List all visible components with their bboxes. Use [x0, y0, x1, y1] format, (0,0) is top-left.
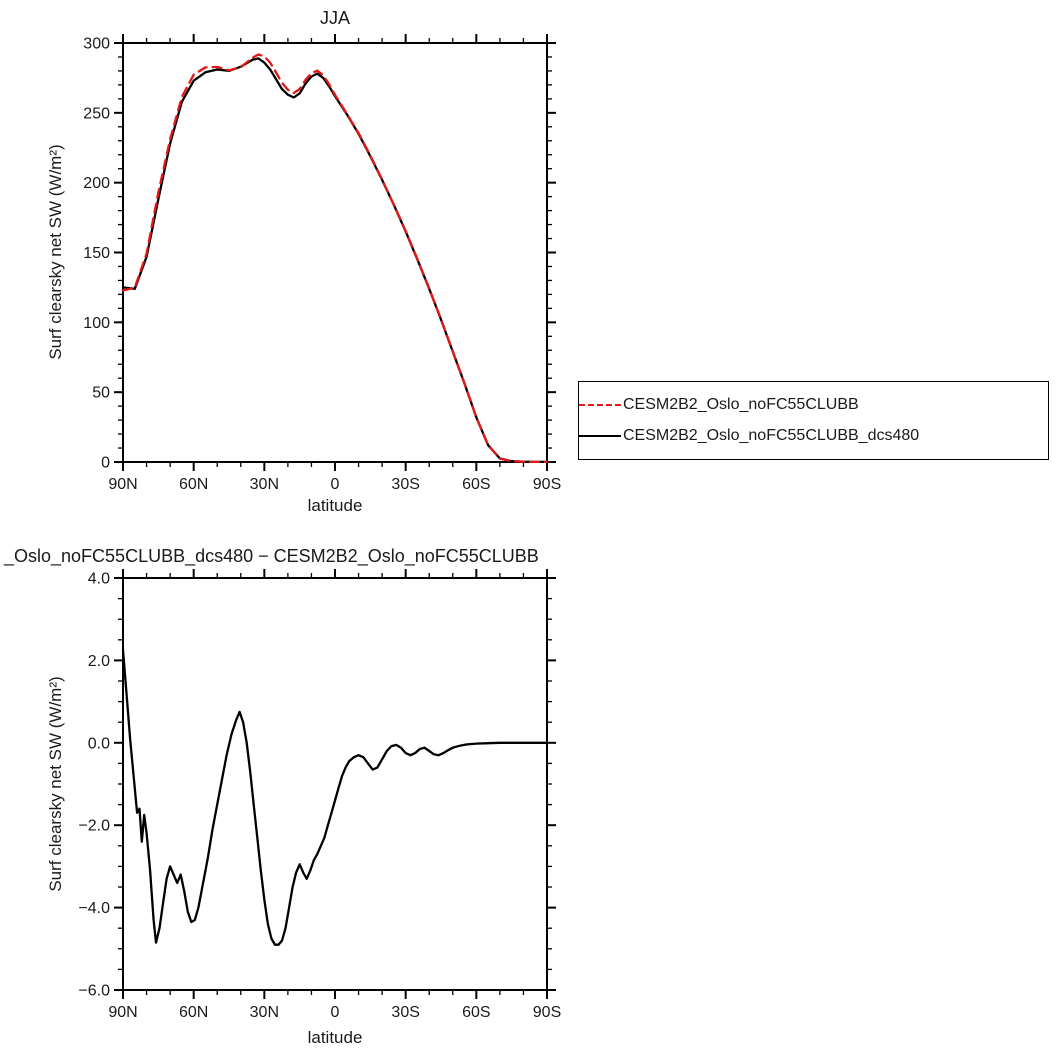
x-tick-label: 30N	[250, 476, 279, 493]
x-tick-label: 90S	[533, 476, 561, 493]
y-tick-label: 100	[83, 315, 110, 332]
bottom-y-axis-label: Surf clearsky net SW (W/m²)	[46, 676, 65, 892]
x-tick-label: 60N	[179, 476, 208, 493]
y-tick-label: −4.0	[78, 900, 110, 917]
x-tick-label: 0	[331, 476, 340, 493]
y-tick-label: 300	[83, 36, 110, 53]
y-tick-label: 2.0	[88, 653, 110, 670]
y-tick-label: 4.0	[88, 571, 110, 588]
x-tick-label: 90N	[108, 1004, 137, 1021]
x-tick-label: 60S	[462, 1004, 490, 1021]
x-tick-label: 60S	[462, 476, 490, 493]
legend-entry-red: CESM2B2_Oslo_noFC55CLUBB	[579, 396, 1048, 414]
legend-label-black: CESM2B2_Oslo_noFC55CLUBB_dcs480	[623, 427, 920, 445]
y-tick-label: 250	[83, 105, 110, 122]
top-chart-plot: 90N 60N 30N 0 30S 60S 90S 0 50 100 150 200 250 300	[83, 34, 561, 493]
top-chart-title: JJA	[319, 8, 350, 28]
top-y-axis-label: Surf clearsky net SW (W/m²)	[46, 144, 65, 360]
x-tick-label: 30S	[391, 476, 419, 493]
bottom-chart-title: _Oslo_noFC55CLUBB_dcs480 − CESM2B2_Oslo_…	[4, 546, 539, 566]
series-line	[121, 53, 549, 464]
series-line	[121, 648, 549, 946]
y-tick-label: 0.0	[88, 735, 110, 752]
plot-frame	[122, 577, 548, 991]
bottom-chart-plot: 90N 60N 30N 0 30S 60S 90S −6.0 −4.0 −2.0 0.0 2.0 4.0	[78, 569, 561, 1021]
legend-label-red: CESM2B2_Oslo_noFC55CLUBB	[623, 395, 859, 413]
legend-box: CESM2B2_Oslo_noFC55CLUBB CESM2B2_Oslo_no…	[578, 381, 1049, 460]
y-tick-label: −2.0	[78, 818, 110, 835]
x-tick-label: 90N	[108, 476, 137, 493]
x-tick-label: 60N	[179, 1004, 208, 1021]
x-tick-label: 30S	[391, 1004, 419, 1021]
legend-entry-black: CESM2B2_Oslo_noFC55CLUBB_dcs480	[579, 427, 1048, 445]
x-tick-label: 90S	[533, 1004, 561, 1021]
bottom-x-axis-label: latitude	[307, 1028, 363, 1047]
plot-frame	[122, 42, 548, 463]
y-tick-label: 200	[83, 175, 110, 192]
y-tick-label: 50	[92, 385, 110, 402]
legend-line-black-solid	[579, 435, 621, 438]
series-line	[121, 57, 549, 464]
x-tick-label: 30N	[250, 1004, 279, 1021]
legend-line-red-dashed	[579, 403, 621, 406]
y-tick-label: 0	[101, 455, 110, 472]
y-tick-label: 150	[83, 245, 110, 262]
x-tick-label: 0	[331, 1004, 340, 1021]
y-tick-label: −6.0	[78, 983, 110, 1000]
top-x-axis-label: latitude	[307, 496, 363, 515]
